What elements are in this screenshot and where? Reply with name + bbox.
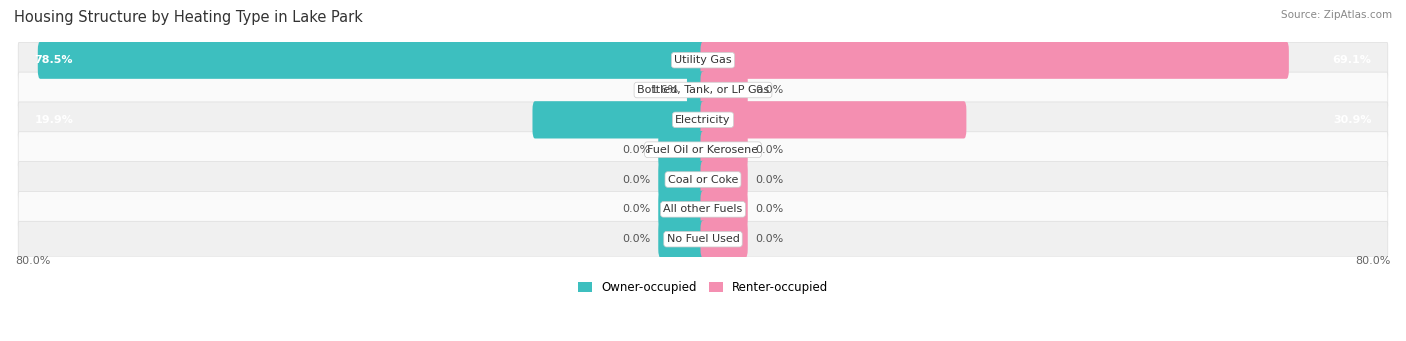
Text: 0.0%: 0.0%: [755, 175, 783, 184]
FancyBboxPatch shape: [700, 131, 748, 168]
Text: 0.0%: 0.0%: [623, 234, 651, 244]
Text: 1.6%: 1.6%: [651, 85, 679, 95]
FancyBboxPatch shape: [700, 101, 966, 138]
Text: Source: ZipAtlas.com: Source: ZipAtlas.com: [1281, 10, 1392, 20]
FancyBboxPatch shape: [700, 221, 748, 258]
FancyBboxPatch shape: [700, 71, 748, 109]
Text: 19.9%: 19.9%: [34, 115, 73, 125]
FancyBboxPatch shape: [658, 191, 706, 228]
FancyBboxPatch shape: [658, 221, 706, 258]
FancyBboxPatch shape: [18, 102, 1388, 138]
Text: Utility Gas: Utility Gas: [675, 55, 731, 65]
FancyBboxPatch shape: [18, 42, 1388, 78]
Text: No Fuel Used: No Fuel Used: [666, 234, 740, 244]
Legend: Owner-occupied, Renter-occupied: Owner-occupied, Renter-occupied: [572, 276, 834, 298]
Text: 0.0%: 0.0%: [755, 85, 783, 95]
FancyBboxPatch shape: [38, 42, 706, 79]
Text: 80.0%: 80.0%: [15, 256, 51, 266]
FancyBboxPatch shape: [18, 72, 1388, 108]
Text: 0.0%: 0.0%: [623, 145, 651, 155]
FancyBboxPatch shape: [700, 161, 748, 198]
Text: 0.0%: 0.0%: [755, 145, 783, 155]
Text: Housing Structure by Heating Type in Lake Park: Housing Structure by Heating Type in Lak…: [14, 10, 363, 25]
Text: 30.9%: 30.9%: [1333, 115, 1372, 125]
Text: 69.1%: 69.1%: [1333, 55, 1372, 65]
FancyBboxPatch shape: [700, 191, 748, 228]
Text: 0.0%: 0.0%: [623, 175, 651, 184]
FancyBboxPatch shape: [18, 132, 1388, 167]
FancyBboxPatch shape: [18, 221, 1388, 257]
FancyBboxPatch shape: [688, 71, 706, 109]
Text: All other Fuels: All other Fuels: [664, 204, 742, 214]
Text: Electricity: Electricity: [675, 115, 731, 125]
Text: 0.0%: 0.0%: [755, 234, 783, 244]
Text: 78.5%: 78.5%: [34, 55, 73, 65]
FancyBboxPatch shape: [658, 131, 706, 168]
Text: 80.0%: 80.0%: [1355, 256, 1391, 266]
Text: 0.0%: 0.0%: [623, 204, 651, 214]
Text: Coal or Coke: Coal or Coke: [668, 175, 738, 184]
FancyBboxPatch shape: [700, 42, 1289, 79]
FancyBboxPatch shape: [18, 191, 1388, 227]
Text: 0.0%: 0.0%: [755, 204, 783, 214]
FancyBboxPatch shape: [533, 101, 706, 138]
Text: Fuel Oil or Kerosene: Fuel Oil or Kerosene: [647, 145, 759, 155]
FancyBboxPatch shape: [18, 162, 1388, 197]
FancyBboxPatch shape: [658, 161, 706, 198]
Text: Bottled, Tank, or LP Gas: Bottled, Tank, or LP Gas: [637, 85, 769, 95]
